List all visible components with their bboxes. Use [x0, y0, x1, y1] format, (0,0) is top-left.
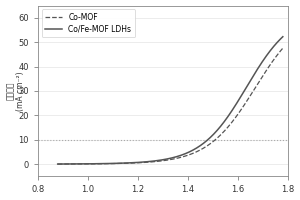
Co/Fe-MOF LDHs — [56, 163, 59, 165]
Co/Fe-MOF LDHs — [274, 42, 278, 45]
Co/Fe-MOF LDHs — [165, 158, 169, 160]
Co-MOF — [159, 160, 163, 162]
Co-MOF — [68, 163, 71, 165]
Co-MOF — [56, 163, 59, 165]
Legend: Co-MOF, Co/Fe-MOF LDHs: Co-MOF, Co/Fe-MOF LDHs — [41, 9, 135, 37]
Co-MOF — [274, 55, 278, 58]
Co-MOF — [281, 47, 285, 49]
Co-MOF — [165, 159, 169, 161]
Co/Fe-MOF LDHs — [159, 159, 163, 161]
Co/Fe-MOF LDHs — [233, 105, 237, 107]
Co/Fe-MOF LDHs — [281, 36, 285, 38]
Co-MOF — [274, 55, 278, 57]
Line: Co/Fe-MOF LDHs: Co/Fe-MOF LDHs — [58, 37, 283, 164]
Y-axis label: 电流密度
(mA cm⁻²): 电流密度 (mA cm⁻²) — [6, 71, 25, 111]
Co/Fe-MOF LDHs — [274, 42, 278, 45]
Co-MOF — [233, 117, 237, 119]
Co/Fe-MOF LDHs — [68, 163, 71, 165]
Line: Co-MOF: Co-MOF — [58, 48, 283, 164]
